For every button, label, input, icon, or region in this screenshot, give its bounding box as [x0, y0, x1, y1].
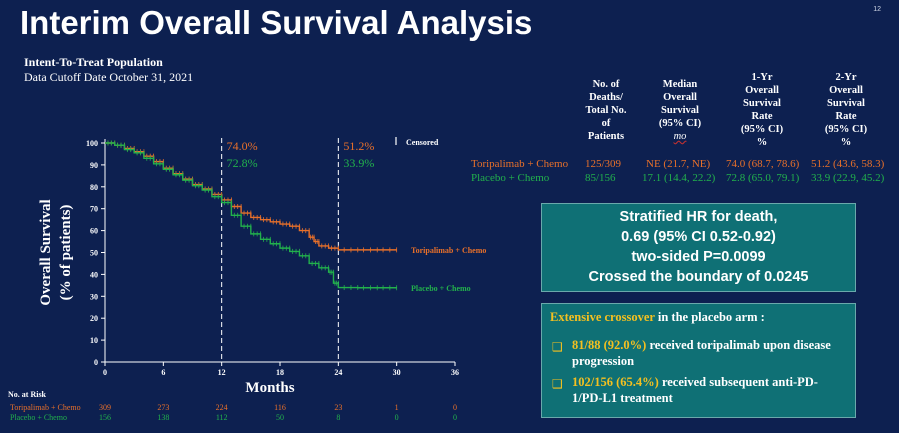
at-risk-value: 50: [276, 413, 284, 422]
crossover-bullet: ❑ 81/88 (92.0%) received toripalimab upo…: [552, 338, 831, 368]
x-tick-label: 18: [276, 368, 284, 377]
checkbox-bullet-icon: ❑: [552, 340, 563, 354]
svg-text:(% of patients): (% of patients): [58, 205, 74, 301]
hazard-ratio-box: Stratified HR for death, 0.69 (95% CI 0.…: [541, 203, 856, 292]
header-2yr: 2-Yr Overall Survival Rate (95% CI)%: [824, 72, 868, 148]
y-tick-label: 20: [90, 314, 98, 323]
header-median: Median Overall Survival (95% CI) mo: [658, 79, 702, 142]
y-tick-label: 30: [90, 292, 98, 301]
slide-title: Interim Overall Survival Analysis: [20, 4, 533, 41]
cutoff-label: Data Cutoff Date October 31, 2021: [24, 70, 194, 84]
x-tick-label: 30: [393, 368, 401, 377]
landmark-label: 74.0%: [227, 139, 258, 153]
at-risk-value: 116: [274, 403, 286, 412]
series-label: Placebo + Chemo: [411, 284, 471, 293]
at-risk-value: 138: [157, 413, 169, 422]
y-tick-label: 100: [86, 139, 98, 148]
y-tick-label: 70: [90, 205, 98, 214]
at-risk-value: 0: [395, 413, 399, 422]
landmark-label: 33.9%: [343, 156, 374, 170]
y-tick-label: 60: [90, 227, 98, 236]
censored-legend: Censored: [406, 138, 439, 147]
series-label: Toripalimab + Chemo: [411, 246, 486, 255]
x-tick-label: 36: [451, 368, 459, 377]
survival-curve-toripalimab: [105, 142, 397, 251]
header-1yr: 1-Yr Overall Survival Rate (95% CI)%: [740, 72, 784, 148]
landmark-label: 51.2%: [343, 139, 374, 153]
at-risk-value: 0: [453, 413, 457, 422]
y-tick-label: 50: [90, 249, 98, 258]
y-tick-label: 40: [90, 270, 98, 279]
at-risk-value: 8: [336, 413, 340, 422]
checkbox-bullet-icon: ❑: [552, 377, 563, 391]
at-risk-value: 224: [216, 403, 228, 412]
at-risk-row-label: Toripalimab + Chemo: [10, 403, 81, 412]
at-risk-value: 112: [216, 413, 228, 422]
crossover-title: Extensive crossover in the placebo arm :: [550, 310, 765, 324]
x-tick-label: 24: [334, 368, 342, 377]
at-risk-value: 273: [157, 403, 169, 412]
crossover-box: Extensive crossover in the placebo arm :…: [541, 303, 856, 418]
at-risk-value: 0: [453, 403, 457, 412]
population-label: Intent-To-Treat Population: [24, 55, 163, 69]
header-deaths: No. of Deaths/ Total No. of Patients: [585, 79, 627, 142]
landmark-label: 72.8%: [227, 156, 258, 170]
svg-text:Overall Survival: Overall Survival: [38, 199, 54, 305]
at-risk-value: 309: [99, 403, 111, 412]
y-tick-label: 10: [90, 336, 98, 345]
crossover-bullet: ❑ 102/156 (65.4%) received subsequent an…: [552, 375, 818, 405]
at-risk-row-label: Placebo + Chemo: [10, 413, 67, 422]
x-tick-label: 6: [161, 368, 165, 377]
at-risk-title: No. at Risk: [8, 390, 47, 399]
y-tick-label: 90: [90, 161, 98, 170]
page-number: 12: [873, 6, 881, 13]
y-axis-title: Overall Survival (% of patients): [38, 199, 74, 305]
x-axis-title: Months: [245, 380, 294, 396]
at-risk-value: 1: [395, 403, 399, 412]
y-tick-label: 0: [94, 358, 98, 367]
y-tick-label: 80: [90, 183, 98, 192]
at-risk-value: 156: [99, 413, 111, 422]
x-tick-label: 0: [103, 368, 107, 377]
x-tick-label: 12: [218, 368, 226, 377]
at-risk-value: 23: [334, 403, 342, 412]
